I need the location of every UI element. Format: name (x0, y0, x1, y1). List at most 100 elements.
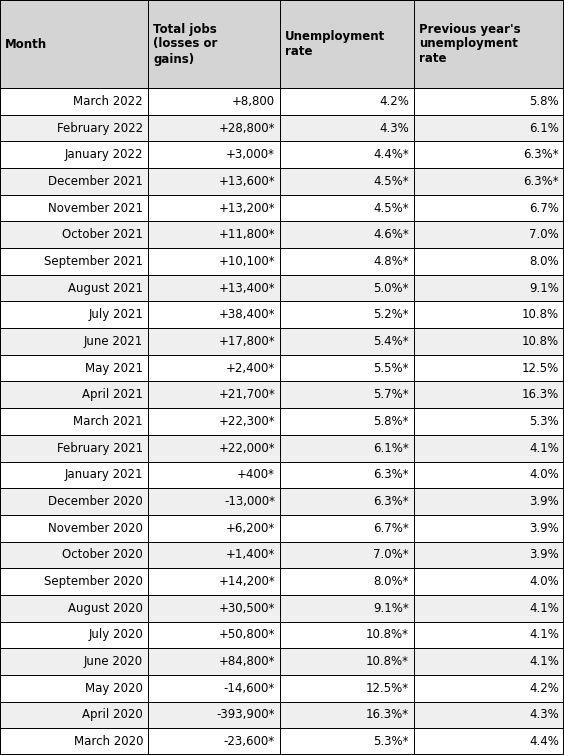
Bar (148, 168, 280, 195)
Bar (148, 328, 280, 355)
Bar (414, 88, 564, 115)
Bar (148, 435, 280, 461)
Text: 5.7%*: 5.7%* (373, 388, 409, 402)
Text: 6.1%: 6.1% (529, 122, 559, 134)
Bar (280, 248, 414, 275)
Bar (148, 355, 280, 381)
Bar (414, 541, 564, 569)
Text: 8.0%: 8.0% (530, 255, 559, 268)
Bar (0, 195, 148, 221)
Bar (0, 595, 148, 621)
Text: July 2021: July 2021 (88, 308, 143, 322)
Bar (414, 115, 564, 141)
Text: 4.6%*: 4.6%* (373, 228, 409, 242)
Text: March 2021: March 2021 (73, 415, 143, 428)
Text: +3,000*: +3,000* (226, 148, 275, 162)
Bar (280, 595, 414, 621)
Text: 3.9%: 3.9% (529, 548, 559, 562)
Text: 5.5%*: 5.5%* (373, 362, 409, 374)
Bar (148, 195, 280, 221)
Bar (414, 701, 564, 729)
Text: 6.7%: 6.7% (529, 202, 559, 214)
Text: 9.1%: 9.1% (529, 282, 559, 294)
Text: +30,500*: +30,500* (219, 602, 275, 615)
Bar (0, 88, 148, 115)
Bar (148, 488, 280, 515)
Bar (280, 88, 414, 115)
Text: 6.3%*: 6.3%* (373, 495, 409, 508)
Bar (414, 355, 564, 381)
Text: 10.8%: 10.8% (522, 335, 559, 348)
Text: 12.5%: 12.5% (522, 362, 559, 374)
Text: +28,800*: +28,800* (218, 122, 275, 134)
Text: 5.0%*: 5.0%* (373, 282, 409, 294)
Text: 4.0%: 4.0% (529, 468, 559, 482)
Bar (280, 168, 414, 195)
Text: 5.8%: 5.8% (530, 95, 559, 108)
Text: +400*: +400* (237, 468, 275, 482)
Text: January 2021: January 2021 (64, 468, 143, 482)
Text: +13,400*: +13,400* (218, 282, 275, 294)
Bar (0, 569, 148, 595)
Text: October 2021: October 2021 (62, 228, 143, 242)
Text: +13,600*: +13,600* (218, 175, 275, 188)
Text: +84,800*: +84,800* (218, 655, 275, 668)
Text: 4.2%: 4.2% (529, 682, 559, 695)
Bar (414, 621, 564, 649)
Bar (414, 649, 564, 675)
Bar (280, 115, 414, 141)
Bar (414, 569, 564, 595)
Bar (280, 461, 414, 488)
Text: 6.7%*: 6.7%* (373, 522, 409, 535)
Text: -14,600*: -14,600* (224, 682, 275, 695)
Bar (280, 355, 414, 381)
Bar (148, 301, 280, 328)
Bar (280, 195, 414, 221)
Text: December 2021: December 2021 (48, 175, 143, 188)
Text: 9.1%*: 9.1%* (373, 602, 409, 615)
Text: January 2022: January 2022 (64, 148, 143, 162)
Text: December 2020: December 2020 (49, 495, 143, 508)
Text: 10.8%: 10.8% (522, 308, 559, 322)
Text: +22,300*: +22,300* (218, 415, 275, 428)
Bar (280, 0, 414, 88)
Bar (414, 435, 564, 461)
Text: +50,800*: +50,800* (219, 628, 275, 642)
Text: 6.1%*: 6.1%* (373, 442, 409, 455)
Bar (0, 541, 148, 569)
Text: May 2021: May 2021 (85, 362, 143, 374)
Bar (414, 408, 564, 435)
Bar (148, 221, 280, 248)
Text: 4.1%: 4.1% (529, 442, 559, 455)
Text: February 2022: February 2022 (57, 122, 143, 134)
Bar (280, 221, 414, 248)
Text: November 2020: November 2020 (48, 522, 143, 535)
Bar (148, 275, 280, 301)
Bar (148, 701, 280, 729)
Text: 4.4%: 4.4% (529, 735, 559, 748)
Text: 6.3%*: 6.3%* (373, 468, 409, 482)
Bar (280, 569, 414, 595)
Text: 7.0%: 7.0% (529, 228, 559, 242)
Bar (414, 275, 564, 301)
Bar (414, 0, 564, 88)
Bar (148, 408, 280, 435)
Text: 8.0%*: 8.0%* (373, 575, 409, 588)
Text: +22,000*: +22,000* (218, 442, 275, 455)
Bar (280, 435, 414, 461)
Text: November 2021: November 2021 (48, 202, 143, 214)
Text: -13,000*: -13,000* (224, 495, 275, 508)
Text: 6.3%*: 6.3%* (523, 148, 559, 162)
Bar (280, 729, 414, 755)
Text: September 2020: September 2020 (44, 575, 143, 588)
Text: 5.3%*: 5.3%* (373, 735, 409, 748)
Bar (0, 221, 148, 248)
Bar (414, 221, 564, 248)
Bar (280, 621, 414, 649)
Text: 5.3%: 5.3% (530, 415, 559, 428)
Text: 12.5%*: 12.5%* (366, 682, 409, 695)
Bar (280, 381, 414, 408)
Bar (280, 488, 414, 515)
Bar (0, 621, 148, 649)
Bar (148, 595, 280, 621)
